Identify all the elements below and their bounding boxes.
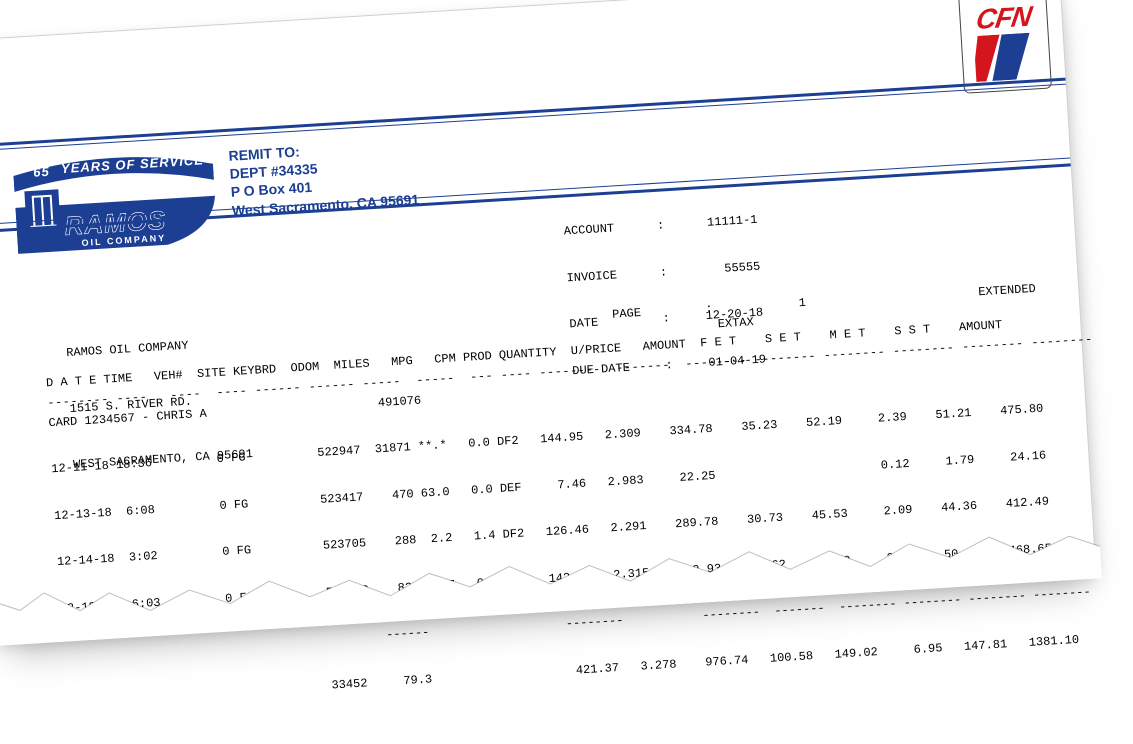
logo-since: since 1951 — [182, 187, 216, 196]
rule-top-thin — [0, 84, 1066, 152]
meta-account-value: 11111-1 — [667, 211, 758, 235]
card-odom: 491076 — [378, 394, 422, 411]
meta-account-label: ACCOUNT — [563, 217, 654, 241]
cfn-badge: member of CFN — [958, 0, 1052, 94]
logo-years: 65 — [33, 164, 50, 180]
invoice-sheet: member of CFN 65 YEARS OF SERVICE RAMOS … — [0, 0, 1097, 641]
rule-top-thick — [0, 78, 1066, 148]
cfn-flag-icon — [974, 32, 1037, 82]
addr-name: RAMOS OIL COMPANY — [66, 333, 247, 363]
page-number: 1 — [716, 296, 807, 315]
header-extended: EXTENDED — [978, 282, 1036, 299]
header-extax: EXTAX — [717, 315, 754, 331]
ramos-logo: 65 YEARS OF SERVICE RAMOS OIL COMPANY si… — [12, 146, 218, 268]
page-label: PAGE — [612, 302, 703, 321]
cfn-text: CFN — [958, 0, 1049, 37]
meta-invoice-value: 55555 — [670, 257, 761, 281]
meta-invoice-label: INVOICE — [566, 264, 657, 288]
